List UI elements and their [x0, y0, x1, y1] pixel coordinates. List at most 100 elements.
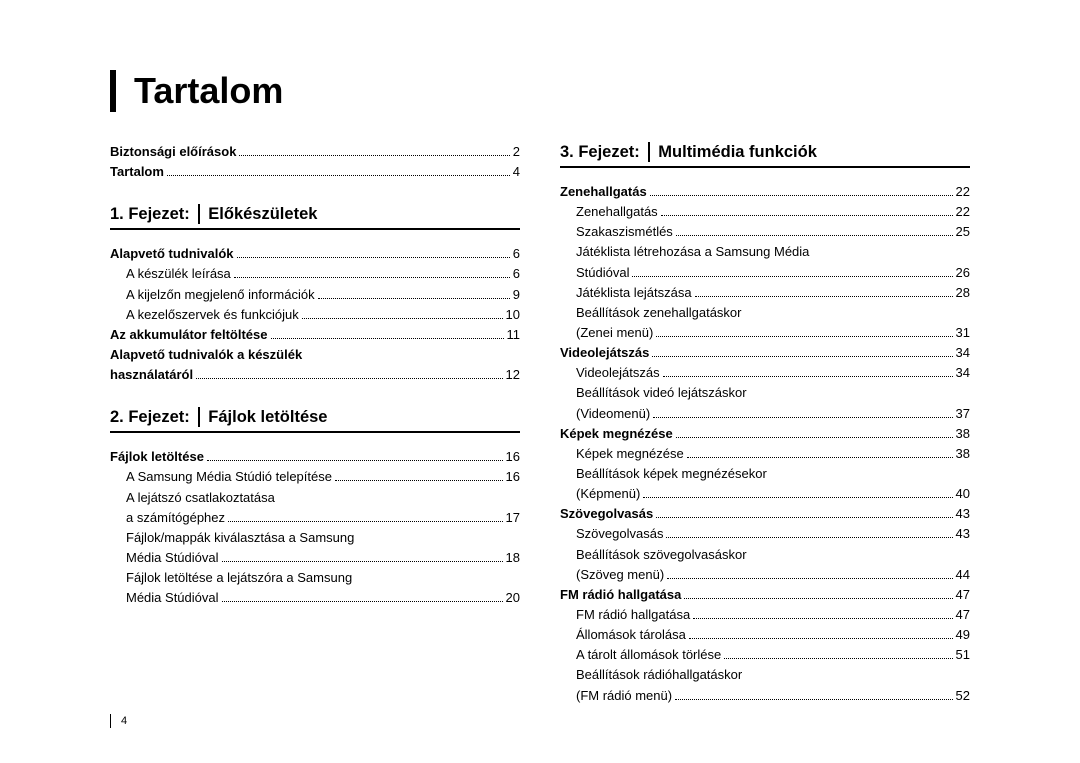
- toc-entry-label: Beállítások zenehallgatáskor: [560, 303, 742, 323]
- toc-entry-label: Szakaszismétlés: [560, 222, 673, 242]
- toc-entry-label: Szövegolvasás: [560, 504, 653, 524]
- toc-entry: Az akkumulátor feltöltése11: [110, 325, 520, 345]
- toc-entry: Fájlok letöltése16: [110, 447, 520, 467]
- toc-leader-dots: [656, 517, 952, 518]
- toc-entry: Beállítások videó lejátszáskor: [560, 383, 970, 403]
- toc-entry: Szakaszismétlés25: [560, 222, 970, 242]
- toc-entry: Stúdióval26: [560, 263, 970, 283]
- toc-entry-page: 6: [513, 264, 520, 284]
- toc-leader-dots: [695, 296, 953, 297]
- title-rule: Tartalom: [110, 70, 970, 112]
- toc-entry-label: Beállítások videó lejátszáskor: [560, 383, 747, 403]
- toc-leader-dots: [724, 658, 952, 659]
- chapter-heading: 3. Fejezet: Multimédia funkciók: [560, 142, 970, 168]
- toc-leader-dots: [676, 437, 953, 438]
- toc-leader-dots: [687, 457, 953, 458]
- toc-leader-dots: [667, 578, 952, 579]
- toc-entry: Képek megnézése38: [560, 424, 970, 444]
- toc-entry-label: (Képmenü): [560, 484, 640, 504]
- toc-entry-label: Alapvető tudnivalók a készülék: [110, 345, 302, 365]
- toc-columns: Biztonsági előírások2Tartalom41. Fejezet…: [110, 142, 970, 706]
- toc-leader-dots: [661, 215, 953, 216]
- toc-entry-label: FM rádió hallgatása: [560, 605, 690, 625]
- toc-entry-label: (Zenei menü): [560, 323, 653, 343]
- toc-entry-page: 38: [956, 424, 970, 444]
- toc-leader-dots: [684, 598, 952, 599]
- toc-entry-page: 34: [956, 343, 970, 363]
- toc-leader-dots: [207, 460, 503, 461]
- chapter-heading: 2. Fejezet:Fájlok letöltése: [110, 407, 520, 433]
- toc-entry: Fájlok letöltése a lejátszóra a Samsung: [110, 568, 520, 588]
- toc-entry: Beállítások rádióhallgatáskor: [560, 665, 970, 685]
- toc-entry: Szövegolvasás 43: [560, 504, 970, 524]
- toc-leader-dots: [650, 195, 953, 196]
- toc-entry-page: 37: [956, 404, 970, 424]
- toc-entry-label: A készülék leírása: [110, 264, 231, 284]
- toc-entry-page: 6: [513, 244, 520, 264]
- toc-entry-label: a számítógéphez: [110, 508, 225, 528]
- toc-entry-page: 31: [956, 323, 970, 343]
- toc-entry: (Videomenü)37: [560, 404, 970, 424]
- chapter-separator: [198, 407, 201, 427]
- toc-entry: Média Stúdióval18: [110, 548, 520, 568]
- toc-leader-dots: [643, 497, 952, 498]
- toc-entry: FM rádió hallgatása47: [560, 585, 970, 605]
- toc-entry: Beállítások zenehallgatáskor: [560, 303, 970, 323]
- toc-entry-label: Biztonsági előírások: [110, 142, 236, 162]
- toc-entry: Zenehallgatás22: [560, 182, 970, 202]
- chapter-number: 3. Fejezet:: [560, 143, 640, 162]
- toc-entry: Videolejátszás 34: [560, 343, 970, 363]
- toc-entry: A kijelzőn megjelenő információk9: [110, 285, 520, 305]
- toc-entry-page: 47: [956, 585, 970, 605]
- toc-leader-dots: [666, 537, 952, 538]
- toc-entry: Képek megnézése38: [560, 444, 970, 464]
- toc-entry-label: Zenehallgatás: [560, 202, 658, 222]
- toc-entry: Zenehallgatás22: [560, 202, 970, 222]
- toc-entry-page: 26: [956, 263, 970, 283]
- toc-leader-dots: [237, 257, 510, 258]
- chapter-heading: 1. Fejezet: Előkészületek: [110, 204, 520, 230]
- toc-leader-dots: [693, 618, 952, 619]
- toc-entry: Szövegolvasás43: [560, 524, 970, 544]
- toc-entry-page: 9: [513, 285, 520, 305]
- toc-entry: A készülék leírása 6: [110, 264, 520, 284]
- toc-leader-dots: [222, 561, 503, 562]
- toc-entry-label: (FM rádió menü): [560, 686, 672, 706]
- toc-entry-label: Képek megnézése: [560, 444, 684, 464]
- toc-entry: Beállítások képek megnézésekor: [560, 464, 970, 484]
- toc-entry: a számítógéphez17: [110, 508, 520, 528]
- toc-column-right: 3. Fejezet: Multimédia funkciók Zenehallga…: [560, 142, 970, 706]
- toc-entry-page: 28: [956, 283, 970, 303]
- toc-entry: A tárolt állomások törlése51: [560, 645, 970, 665]
- toc-entry-page: 47: [956, 605, 970, 625]
- toc-entry: A lejátszó csatlakoztatása: [110, 488, 520, 508]
- toc-entry-page: 11: [507, 325, 521, 345]
- toc-entry-page: 10: [506, 305, 520, 325]
- toc-entry: (Szöveg menü)44: [560, 565, 970, 585]
- toc-entry-label: Videolejátszás: [560, 343, 649, 363]
- toc-entry-page: 43: [956, 504, 970, 524]
- toc-entry-label: Állomások tárolása: [560, 625, 686, 645]
- chapter-number: 1. Fejezet:: [110, 205, 190, 224]
- chapter-number: 2. Fejezet:: [110, 408, 190, 427]
- toc-entry-label: Játéklista létrehozása a Samsung Média: [560, 242, 809, 262]
- toc-entry: Fájlok/mappák kiválasztása a Samsung: [110, 528, 520, 548]
- toc-entry: Beállítások szövegolvasáskor: [560, 545, 970, 565]
- toc-entry-label: használatáról: [110, 365, 193, 385]
- page-number: 4: [110, 714, 127, 728]
- chapter-name: Előkészületek: [208, 205, 317, 224]
- toc-entry: Alapvető tudnivalók6: [110, 244, 520, 264]
- toc-entry-label: A Samsung Média Stúdió telepítése: [110, 467, 332, 487]
- toc-leader-dots: [676, 235, 953, 236]
- toc-entry-label: Beállítások képek megnézésekor: [560, 464, 767, 484]
- toc-entry-label: Média Stúdióval: [110, 548, 219, 568]
- toc-leader-dots: [228, 521, 503, 522]
- toc-page: Tartalom Biztonsági előírások2Tartalom41…: [110, 70, 970, 706]
- toc-entry-label: Tartalom: [110, 162, 164, 182]
- toc-entry: (FM rádió menü)52: [560, 686, 970, 706]
- toc-entry-label: Játéklista lejátszása: [560, 283, 692, 303]
- chapter-name: Multimédia funkciók: [658, 143, 817, 162]
- toc-entry-label: Videolejátszás: [560, 363, 660, 383]
- toc-entry-page: 40: [956, 484, 970, 504]
- toc-leader-dots: [632, 276, 952, 277]
